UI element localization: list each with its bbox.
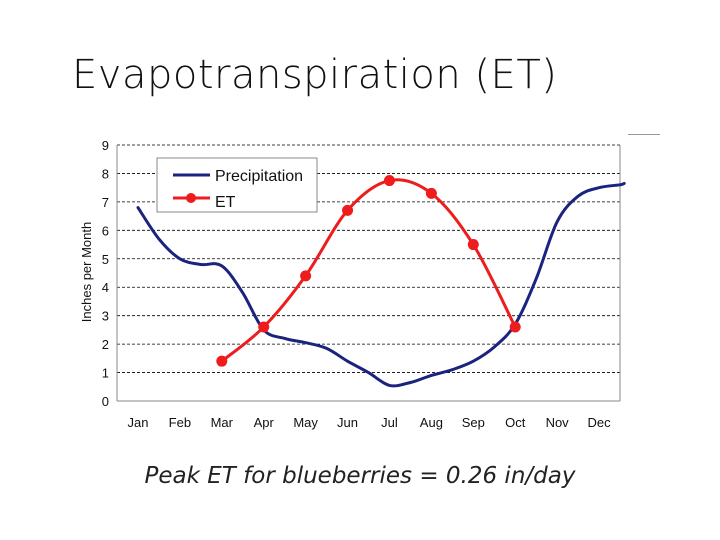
x-tick-label: Dec bbox=[587, 415, 611, 430]
data-point-et bbox=[342, 204, 354, 216]
data-point-et bbox=[300, 270, 312, 282]
data-point-et bbox=[216, 355, 228, 367]
x-tick-labels: Jan Feb Mar Apr May Jun Jul Aug Sep Oct Nov Dec bbox=[127, 415, 611, 430]
slide-title: Evapotranspiration (ET) bbox=[72, 52, 558, 98]
legend-label-precipitation: Precipitation bbox=[215, 168, 303, 185]
plot-frame bbox=[116, 145, 621, 402]
data-point-et bbox=[425, 187, 437, 199]
x-tick-label: Jan bbox=[127, 415, 148, 430]
legend-marker-et bbox=[186, 193, 196, 203]
y-tick-label: 2 bbox=[102, 337, 109, 352]
data-point-et bbox=[509, 321, 521, 333]
y-tick-label: 4 bbox=[102, 280, 109, 295]
x-tick-label: May bbox=[293, 415, 318, 430]
caption: Peak ET for blueberries = 0.26 in/day bbox=[144, 463, 576, 489]
y-axis-label: Inches per Month bbox=[79, 222, 94, 322]
legend-label-et: ET bbox=[215, 194, 236, 211]
series-line-precipitation bbox=[136, 181, 626, 388]
y-tick-label: 7 bbox=[102, 195, 109, 210]
y-tick-label: 8 bbox=[102, 166, 109, 181]
data-point-et bbox=[383, 175, 395, 187]
x-tick-label: Mar bbox=[211, 415, 234, 430]
decorative-rule bbox=[628, 134, 660, 135]
x-tick-label: Nov bbox=[546, 415, 570, 430]
y-tick-label: 0 bbox=[102, 394, 109, 409]
x-tick-label: Apr bbox=[254, 415, 275, 430]
x-tick-label: Jun bbox=[337, 415, 358, 430]
legend: Precipitation ET bbox=[156, 157, 318, 213]
legend-box bbox=[156, 157, 318, 213]
data-point-et bbox=[258, 321, 270, 333]
y-tick-label: 5 bbox=[102, 252, 109, 267]
y-tick-label: 9 bbox=[102, 138, 109, 153]
y-tick-label: 6 bbox=[102, 223, 109, 238]
x-tick-label: Feb bbox=[169, 415, 191, 430]
x-tick-label: Oct bbox=[505, 415, 526, 430]
y-tick-label: 3 bbox=[102, 309, 109, 324]
x-tick-label: Jul bbox=[381, 415, 398, 430]
series-layer bbox=[136, 175, 626, 388]
x-tick-label: Sep bbox=[462, 415, 485, 430]
data-point-et bbox=[467, 239, 479, 251]
y-tick-label: 1 bbox=[102, 366, 109, 381]
y-tick-labels: 0 1 2 3 4 5 6 7 8 9 bbox=[102, 138, 109, 409]
x-tick-label: Aug bbox=[420, 415, 443, 430]
